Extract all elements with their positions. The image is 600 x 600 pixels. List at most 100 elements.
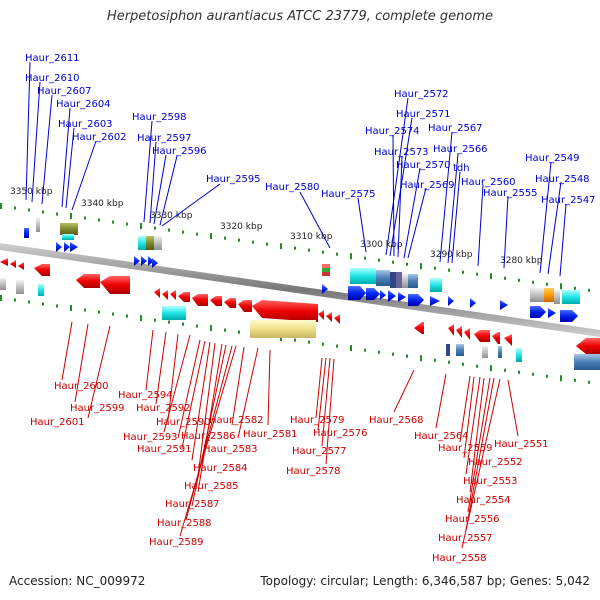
scale-tick — [42, 302, 44, 306]
gene-label: Haur_2586 — [181, 431, 236, 442]
scale-tick — [476, 364, 478, 368]
scale-tick — [196, 232, 198, 236]
gene-label: Haur_2547 — [541, 195, 596, 206]
scale-tick — [252, 240, 254, 244]
genome-backbone — [0, 243, 600, 337]
scale-tick — [392, 260, 394, 264]
scale-tick — [238, 238, 240, 242]
scale-tick — [434, 266, 436, 270]
scale-tick — [392, 352, 394, 356]
scale-tick — [532, 372, 534, 376]
scale-tick — [378, 350, 380, 354]
scale-tick — [420, 355, 422, 362]
gene-label: Haur_2552 — [468, 457, 523, 468]
scale-tick — [56, 212, 58, 216]
scale-tick — [504, 276, 506, 280]
gene-label: Haur_2556 — [445, 514, 500, 525]
scale-tick — [294, 338, 296, 342]
gene-label: Haur_2575 — [321, 189, 376, 200]
gene-label: Haur_2554 — [456, 495, 511, 506]
gene-label: Haur_2555 — [483, 188, 538, 199]
bottom-gene-labels: Haur_2600 Haur_2599 Haur_2601 Haur_2594 … — [30, 381, 549, 564]
scale-tick — [84, 308, 86, 312]
scale-tick — [448, 268, 450, 272]
gene-label: Haur_2569 — [400, 180, 455, 191]
minus-strand-genes — [0, 258, 600, 370]
scale-tick — [168, 228, 170, 232]
gene-label: Haur_2593 — [123, 432, 178, 443]
scale-tick — [322, 250, 324, 254]
gene-label: Haur_2610 — [25, 73, 80, 84]
scale-tick — [280, 243, 282, 250]
scale-tick — [98, 218, 100, 222]
scale-label-3340: 3340 kbp — [81, 199, 124, 209]
scale-ticks — [0, 203, 590, 384]
scale-tick — [588, 380, 590, 384]
scale-tick — [168, 320, 170, 324]
scale-tick — [364, 256, 366, 260]
scale-tick — [476, 272, 478, 276]
gene-label: Haur_2572 — [394, 89, 449, 100]
scale-tick — [462, 362, 464, 366]
scale-tick — [210, 233, 212, 240]
scale-tick — [378, 258, 380, 262]
scale-label-3320: 3320 kbp — [220, 222, 263, 232]
gene-label: Haur_2585 — [184, 481, 239, 492]
scale-tick — [0, 203, 2, 209]
scale-tick — [126, 314, 128, 318]
gene-label: Haur_2582 — [209, 415, 264, 426]
gene-label: Haur_2588 — [157, 518, 212, 529]
gene-label: Haur_2595 — [206, 174, 261, 185]
scale-tick — [70, 213, 72, 220]
scale-labels: 3350 kbp 3340 kbp 3330 kbp 3320 kbp 3310… — [10, 187, 543, 266]
scale-tick — [154, 226, 156, 230]
scale-label-3300: 3300 kbp — [360, 240, 403, 250]
gene-label: tdh — [453, 163, 470, 174]
gene-label: Haur_2570 — [396, 160, 451, 171]
scale-tick — [518, 370, 520, 374]
scale-tick — [560, 375, 562, 382]
scale-tick — [280, 335, 282, 342]
plus-strand-genes — [24, 218, 580, 322]
gene-label: Haur_2601 — [30, 417, 85, 428]
gene-label: Haur_2604 — [56, 99, 111, 110]
scale-tick — [140, 223, 142, 230]
scale-tick — [294, 246, 296, 250]
gene-label: Haur_2599 — [70, 403, 125, 414]
scale-tick — [266, 242, 268, 246]
scale-tick — [322, 342, 324, 346]
gene-label: Haur_2600 — [54, 381, 109, 392]
gene-label: Haur_2587 — [165, 499, 220, 510]
gene-label: Haur_2551 — [494, 439, 549, 450]
scale-tick — [224, 328, 226, 332]
gene-label: Haur_2579 — [290, 415, 345, 426]
gene-label: Haur_2581 — [243, 429, 298, 440]
gene-label: Haur_2592 — [136, 403, 191, 414]
gene-label: Haur_2583 — [203, 444, 258, 455]
scale-tick — [210, 325, 212, 332]
scale-tick — [56, 304, 58, 308]
gene-label: Haur_2584 — [193, 463, 248, 474]
scale-tick — [448, 360, 450, 364]
scale-tick — [0, 295, 2, 301]
top-leader-lines — [25, 61, 567, 277]
gene-label: Haur_2603 — [58, 119, 113, 130]
scale-tick — [336, 252, 338, 256]
gene-label: Haur_2598 — [132, 112, 187, 123]
genome-title: Herpetosiphon aurantiacus ATCC 23779, co… — [106, 9, 494, 24]
gene-label: Haur_2567 — [428, 123, 483, 134]
scale-tick — [42, 210, 44, 214]
gene-label: Haur_2548 — [535, 174, 590, 185]
scale-tick — [574, 286, 576, 290]
gene-label: Haur_2566 — [433, 144, 488, 155]
scale-tick — [28, 300, 30, 304]
scale-tick — [462, 270, 464, 274]
genome-summary: Topology: circular; Length: 6,346,587 bp… — [260, 574, 590, 588]
gene-label: Haur_2597 — [137, 133, 192, 144]
scale-tick — [238, 330, 240, 334]
scale-tick — [490, 273, 492, 280]
scale-tick — [504, 368, 506, 372]
gene-label: Haur_2602 — [72, 132, 127, 143]
gene-label: Haur_2568 — [369, 415, 424, 426]
